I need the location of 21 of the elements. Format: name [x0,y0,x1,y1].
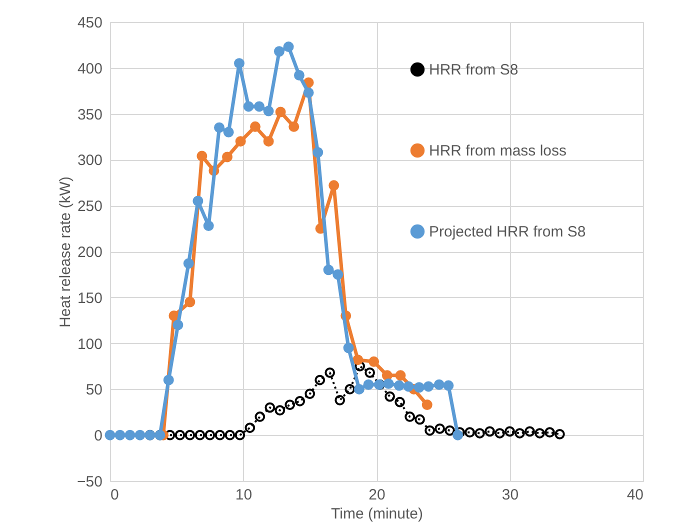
y-tick-label: 100 [77,336,102,353]
x-axis-title: Time (minute) [331,506,423,522]
legend-label: HRR from mass loss [429,142,567,160]
x-tick-label: 0 [110,486,119,504]
y-axis-title: Heat release rate (kW) [57,176,74,328]
y-tick-label: 0 [94,428,102,445]
x-tick-label: 40 [626,486,644,504]
y-tick-label: −50 [77,474,102,490]
y-tick-label: 300 [77,152,102,170]
y-tick-label: 200 [77,244,102,261]
y-tick-label: 150 [77,290,102,307]
legend-label: HRR from S8 [429,62,518,78]
y-tick-label: 50 [86,382,102,399]
x-tick-label: 20 [368,486,386,504]
y-tick-label: 250 [77,198,102,216]
y-tick-label: 450 [77,14,102,32]
x-tick-label: 10 [235,486,252,504]
x-tick-label: 30 [502,486,519,504]
y-tick-label: 400 [77,60,102,78]
y-tick-label: 350 [77,106,102,124]
legend-label: Projected HRR from S8 [429,224,586,240]
